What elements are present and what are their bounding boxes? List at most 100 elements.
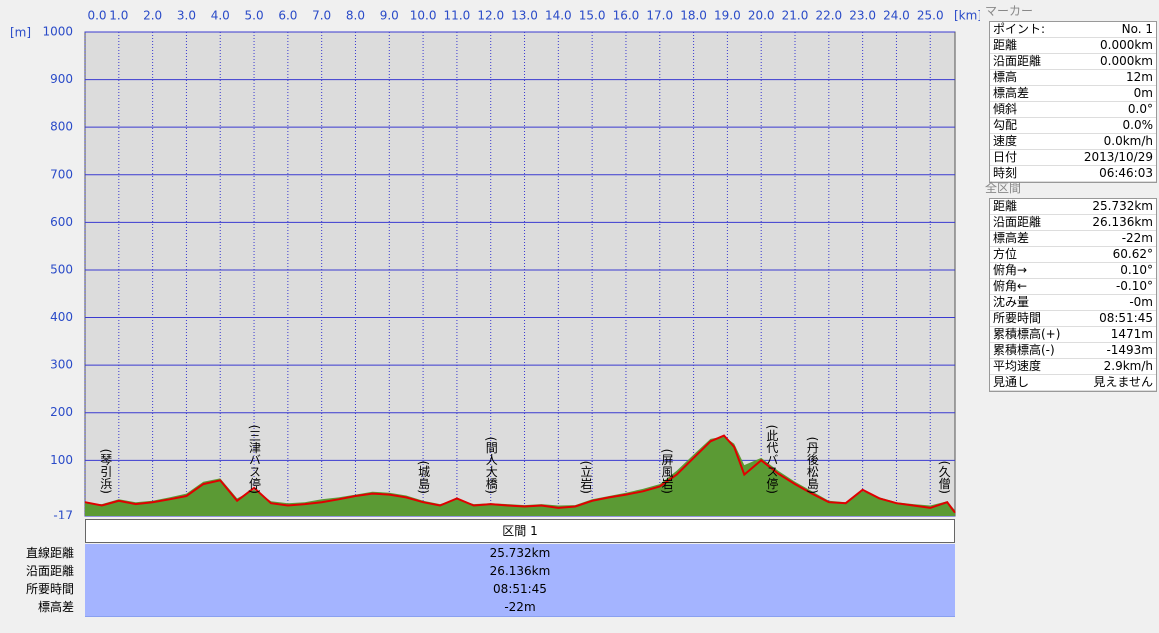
panel-row: 俯角← -0.10° — [990, 279, 1156, 295]
table-row: 標高差 -22m — [0, 598, 958, 617]
row-label: 沈み量 — [993, 295, 1030, 309]
row-label: 距離 — [993, 38, 1018, 52]
table-row: 直線距離 25.732km — [0, 544, 958, 563]
x-tick-label: 11.0 — [444, 9, 471, 23]
y-axis-label: [m] — [10, 26, 31, 40]
row-value: -22m — [85, 598, 955, 617]
x-tick-label: 13.0 — [511, 9, 538, 23]
place-label: (久僧) — [937, 461, 951, 494]
y-tick-label: -17 — [53, 509, 73, 520]
row-value: 0m — [1133, 86, 1153, 100]
place-label: (城島) — [417, 461, 431, 494]
panel-row: 標高差 0m — [990, 86, 1156, 102]
x-tick-label: 14.0 — [545, 9, 572, 23]
row-label: 所要時間 — [993, 311, 1042, 325]
x-tick-label: 20.0 — [748, 9, 775, 23]
panel-row: 勾配 0.0% — [990, 118, 1156, 134]
row-value: 0.0km/h — [1103, 134, 1153, 148]
x-tick-label: 6.0 — [278, 9, 297, 23]
row-label: 標高 — [993, 70, 1018, 84]
place-label: (屏風岩) — [660, 449, 674, 494]
x-tick-label: 5.0 — [245, 9, 264, 23]
y-tick-label: 500 — [50, 262, 73, 276]
row-value: 1471m — [1110, 327, 1153, 341]
table-header: 区間 1 — [85, 519, 955, 543]
row-label: 標高差 — [37, 600, 74, 614]
y-tick-label: 200 — [50, 405, 73, 419]
panel-row: 距離 0.000km — [990, 38, 1156, 54]
panel-row: 沿面距離 26.136km — [990, 215, 1156, 231]
place-label: (立岩) — [579, 461, 593, 494]
row-label: 見通し — [993, 375, 1030, 389]
row-value: No. 1 — [1121, 22, 1153, 36]
row-value: 0.10° — [1120, 263, 1153, 277]
y-tick-label: 300 — [50, 358, 73, 372]
row-label: 勾配 — [993, 118, 1018, 132]
row-value: 0.0° — [1127, 102, 1153, 116]
y-tick-label: 700 — [50, 167, 73, 181]
row-value: 08:51:45 — [1099, 311, 1153, 325]
panel-row: 累積標高(+) 1471m — [990, 327, 1156, 343]
panel-title: 全区間 — [985, 181, 1022, 195]
x-tick-label: 3.0 — [177, 9, 196, 23]
row-label: 方位 — [993, 247, 1018, 261]
y-tick-label: 600 — [50, 215, 73, 229]
row-value: 12m — [1126, 70, 1153, 84]
row-label: 傾斜 — [993, 102, 1018, 116]
row-label: 沿面距離 — [25, 564, 74, 578]
row-label: 俯角← — [993, 279, 1028, 293]
x-tick-label: 19.0 — [714, 9, 741, 23]
row-value: 26.136km — [85, 562, 955, 581]
y-tick-label: 100 — [50, 453, 73, 467]
place-label: (三津バス停) — [248, 425, 262, 494]
x-tick-label: 25.0 — [917, 9, 944, 23]
row-label: ポイント: — [993, 22, 1046, 36]
row-value: 0.000km — [1100, 38, 1153, 52]
panel-row: 時刻 06:46:03 — [990, 166, 1156, 182]
x-tick-label: 23.0 — [849, 9, 876, 23]
panel-row: ポイント: No. 1 — [990, 22, 1156, 38]
row-label: 標高差 — [993, 231, 1030, 245]
panel-title: マーカー — [985, 4, 1034, 18]
row-label: 平均速度 — [993, 359, 1042, 373]
panel-row: 方位 60.62° — [990, 247, 1156, 263]
x-tick-label: 4.0 — [211, 9, 230, 23]
x-axis-label: [km] — [954, 9, 980, 23]
row-value: 0.0% — [1122, 118, 1154, 132]
row-value: 25.732km — [1092, 199, 1153, 213]
x-tick-label: 21.0 — [782, 9, 809, 23]
x-tick-label: 22.0 — [815, 9, 842, 23]
x-tick-label: 16.0 — [613, 9, 640, 23]
panel-row: 所要時間 08:51:45 — [990, 311, 1156, 327]
row-value: 08:51:45 — [85, 580, 955, 599]
panel-row: 距離 25.732km — [990, 199, 1156, 215]
panel-row: 傾斜 0.0° — [990, 102, 1156, 118]
x-tick-label: 18.0 — [680, 9, 707, 23]
row-value: -1493m — [1106, 343, 1153, 357]
x-tick-label: 8.0 — [346, 9, 365, 23]
row-label: 俯角→ — [993, 263, 1028, 277]
table-row: 沿面距離 26.136km — [0, 562, 958, 581]
place-label: (此代バス停) — [765, 425, 779, 494]
row-label: 時刻 — [993, 166, 1018, 180]
row-value: 2.9km/h — [1103, 359, 1153, 373]
row-value: -0m — [1129, 295, 1153, 309]
panel-row: 標高 12m — [990, 70, 1156, 86]
total-panel: 距離 25.732km 沿面距離 26.136km 標高差 -22m 方位 60.62° 俯角→… — [989, 198, 1157, 392]
place-label: (琴引浜) — [99, 449, 113, 494]
row-label: 日付 — [993, 150, 1018, 164]
track-line — [84, 434, 956, 514]
y-tick-label: 900 — [50, 72, 73, 86]
panel-row: 沈み量 -0m — [990, 295, 1156, 311]
panel-row: 平均速度 2.9km/h — [990, 359, 1156, 375]
x-tick-label: 24.0 — [883, 9, 910, 23]
row-label: 直線距離 — [25, 546, 74, 560]
y-tick-label: 800 — [50, 120, 73, 134]
y-tick-label: 1000 — [42, 25, 73, 39]
row-label: 距離 — [993, 199, 1018, 213]
place-label: (丹後松島) — [805, 437, 819, 494]
row-label: 累積標高(-) — [993, 343, 1055, 357]
x-tick-label: 17.0 — [646, 9, 673, 23]
row-value: 2013/10/29 — [1083, 150, 1153, 164]
